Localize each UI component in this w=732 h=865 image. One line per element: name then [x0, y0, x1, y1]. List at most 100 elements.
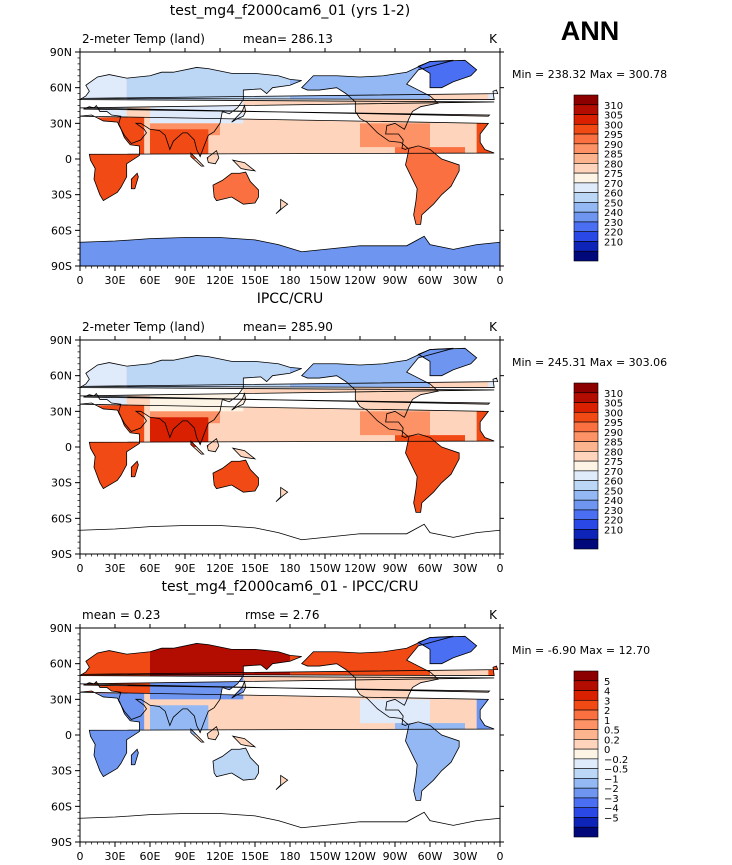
x-tick-label: 90E — [175, 850, 196, 863]
value-region — [126, 66, 291, 100]
y-tick-label: 30N — [50, 693, 72, 706]
colorbar-swatch — [573, 470, 599, 481]
x-tick-label: 60E — [140, 562, 161, 575]
colorbar-swatch — [573, 411, 599, 423]
coastline-sumatra — [190, 152, 205, 167]
colorbar-swatch — [573, 460, 599, 472]
value-region — [290, 636, 430, 676]
coastline-africa — [80, 402, 495, 490]
colorbar-swatch — [573, 768, 599, 779]
coastline-greenland — [0, 348, 57, 375]
coastline-sumatra — [190, 440, 205, 455]
colorbar-swatch — [573, 748, 599, 760]
x-tick-label: 150E — [241, 850, 269, 863]
x-tick-label: 0 — [497, 850, 504, 863]
colorbar-label: 295 — [604, 130, 623, 141]
coastline-samerica — [0, 722, 39, 800]
colorbar-label: 280 — [604, 159, 623, 170]
colorbar-label: 250 — [604, 486, 623, 497]
colorbar-label: 3 — [604, 696, 610, 707]
coastline-borneo — [206, 726, 220, 741]
coastline-namerica — [300, 635, 454, 726]
colorbar-label: 240 — [604, 496, 623, 507]
x-tick-label: 150E — [241, 274, 269, 287]
coastline-samerica — [405, 721, 460, 801]
colorbar-swatch — [573, 421, 599, 433]
value-region — [290, 348, 430, 388]
colorbar-label: 275 — [604, 457, 623, 468]
colorbar-label: 5 — [604, 677, 610, 688]
colorbar-label: 275 — [604, 169, 623, 180]
colorbar-swatch — [573, 719, 599, 730]
x-tick-label: 120W — [344, 850, 376, 863]
x-tick-label: 30W — [453, 562, 478, 575]
coastline-australia — [212, 171, 259, 205]
y-tick-label: 30S — [51, 189, 72, 202]
y-tick-label: 90N — [50, 622, 72, 635]
y-tick-label: 0 — [65, 441, 72, 454]
coastline-samerica — [0, 434, 39, 512]
colorbar-label: −4 — [604, 804, 619, 815]
y-tick-label: 60S — [51, 800, 72, 813]
coastline-australia — [212, 747, 259, 781]
colorbar-swatch — [573, 499, 599, 511]
coastline-samerica — [0, 146, 39, 224]
y-tick-label: 60S — [51, 512, 72, 525]
y-tick-label: 90S — [51, 260, 72, 273]
value-region — [80, 357, 127, 412]
colorbar-swatch — [573, 787, 599, 799]
colorbar-label: 0.5 — [604, 726, 620, 737]
variable-label: 2-meter Temp (land) — [82, 32, 205, 46]
colorbar-swatch — [573, 172, 599, 184]
panel-title: test_mg4_f2000cam6_01 - IPCC/CRU — [161, 579, 418, 595]
value-region — [395, 723, 465, 801]
y-tick-label: 90N — [50, 46, 72, 59]
coastline-madagascar — [130, 748, 139, 766]
colorbar-label: 0.2 — [604, 735, 620, 746]
colorbar-swatch — [573, 104, 599, 115]
colorbar-label: 290 — [604, 140, 623, 151]
stat-label: mean= 286.13 — [243, 32, 333, 46]
colorbar-label: 300 — [604, 120, 623, 131]
y-tick-label: 30S — [51, 765, 72, 778]
coastline-australia — [212, 459, 259, 493]
coastline-madagascar — [130, 172, 139, 190]
colorbar-label: 285 — [604, 150, 623, 161]
value-region — [80, 69, 127, 124]
x-tick-label: 120E — [206, 850, 234, 863]
colorbar-swatch — [573, 826, 599, 838]
x-tick-label: 30E — [105, 850, 126, 863]
colorbar-swatch — [573, 490, 599, 501]
x-tick-label: 60E — [140, 850, 161, 863]
panel-title: test_mg4_f2000cam6_01 (yrs 1-2) — [170, 3, 411, 19]
colorbar-label: −1 — [604, 774, 619, 785]
value-region — [208, 746, 261, 783]
x-tick-label: 180 — [280, 562, 301, 575]
value-region — [476, 117, 500, 207]
colorbar-swatch — [573, 451, 599, 462]
colorbar-swatch — [573, 114, 599, 125]
coastline-sumatra — [190, 728, 205, 743]
y-tick-label: 0 — [65, 153, 72, 166]
x-tick-label: 60W — [418, 562, 443, 575]
x-tick-label: 90W — [383, 562, 408, 575]
colorbar-label: 270 — [604, 179, 623, 190]
land-fill — [80, 60, 500, 266]
colorbar-swatch — [573, 382, 599, 394]
minmax-label: Min = -6.90 Max = 12.70 — [512, 644, 650, 657]
coastline-newzealand — [275, 486, 289, 502]
coastline-japan — [231, 680, 247, 699]
coastline-samerica — [405, 145, 460, 225]
colorbar-swatch — [573, 202, 599, 213]
colorbar-swatch — [573, 538, 599, 550]
colorbar-label: 285 — [604, 438, 623, 449]
y-tick-label: 60S — [51, 224, 72, 237]
colorbar-label: 240 — [604, 208, 623, 219]
coastline-greenland — [0, 60, 57, 87]
colorbar-label: 230 — [604, 218, 623, 229]
value-region — [360, 411, 430, 436]
coastline-uk — [81, 665, 499, 676]
y-tick-label: 60N — [50, 370, 72, 383]
colorbar-label: 305 — [604, 111, 623, 122]
x-tick-label: 180 — [280, 274, 301, 287]
